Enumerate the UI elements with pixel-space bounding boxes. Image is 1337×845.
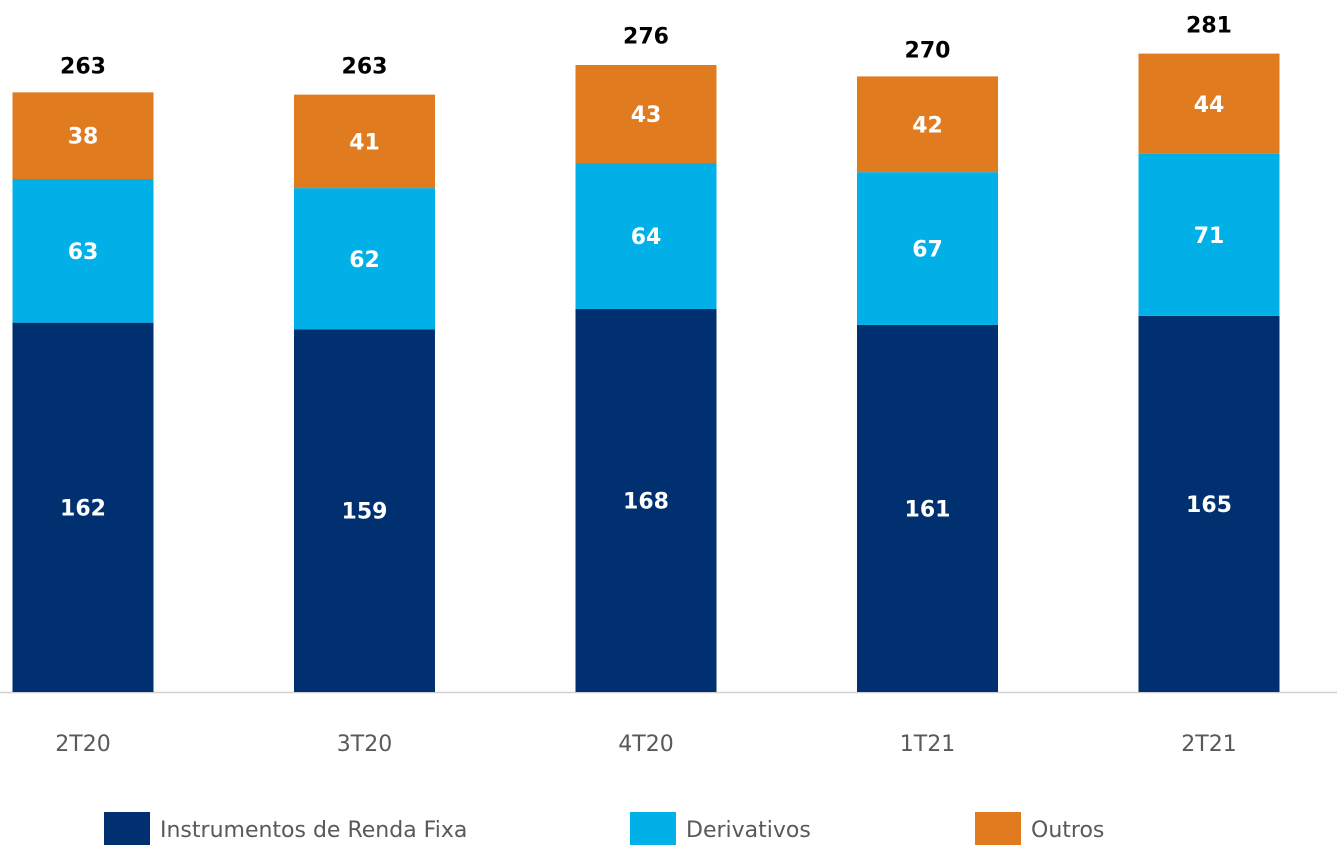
legend-swatch (630, 812, 676, 845)
data-label: 63 (68, 240, 99, 265)
data-label: 62 (349, 248, 380, 273)
legend-label: Derivativos (686, 818, 811, 843)
data-label: 41 (349, 130, 380, 155)
total-label: 276 (623, 25, 669, 50)
legend-swatch (975, 812, 1021, 845)
x-tick-label: 2T20 (55, 732, 110, 757)
total-label: 270 (905, 38, 951, 63)
bar-segment (575, 65, 717, 164)
data-label: 43 (631, 103, 662, 128)
total-label: 263 (342, 54, 388, 79)
bar-segment (294, 188, 435, 330)
x-tick-label: 1T21 (900, 732, 955, 757)
bar-segment (575, 308, 717, 692)
data-label: 42 (912, 113, 943, 138)
bar-segment (12, 179, 154, 323)
bar-segment (857, 324, 998, 692)
bar-segment (1138, 153, 1280, 316)
legend-swatch (104, 812, 150, 845)
data-label: 165 (1186, 493, 1232, 518)
data-label: 64 (631, 225, 662, 250)
x-tick-label: 3T20 (337, 732, 392, 757)
data-label: 71 (1194, 224, 1225, 249)
bar-segment (857, 172, 998, 325)
bar-segment (294, 329, 435, 692)
data-label: 44 (1194, 93, 1225, 118)
bar-segment (1138, 315, 1280, 692)
data-label: 162 (60, 496, 106, 521)
data-label: 67 (912, 238, 943, 263)
legend-label: Instrumentos de Renda Fixa (160, 818, 467, 843)
data-label: 161 (905, 497, 951, 522)
legend-label: Outros (1031, 818, 1104, 843)
total-label: 263 (60, 54, 106, 79)
bar-segment (857, 76, 998, 173)
bar-segment (575, 163, 717, 309)
bar-segment (1138, 53, 1280, 154)
x-tick-label: 4T20 (618, 732, 673, 757)
bar-segment (12, 92, 154, 179)
x-tick-label: 2T21 (1181, 732, 1236, 757)
bar-segment (12, 322, 154, 692)
total-label: 281 (1186, 13, 1232, 38)
data-label: 159 (342, 500, 388, 525)
data-label: 38 (68, 125, 99, 150)
bar-segment (294, 94, 435, 189)
data-label: 168 (623, 489, 669, 514)
